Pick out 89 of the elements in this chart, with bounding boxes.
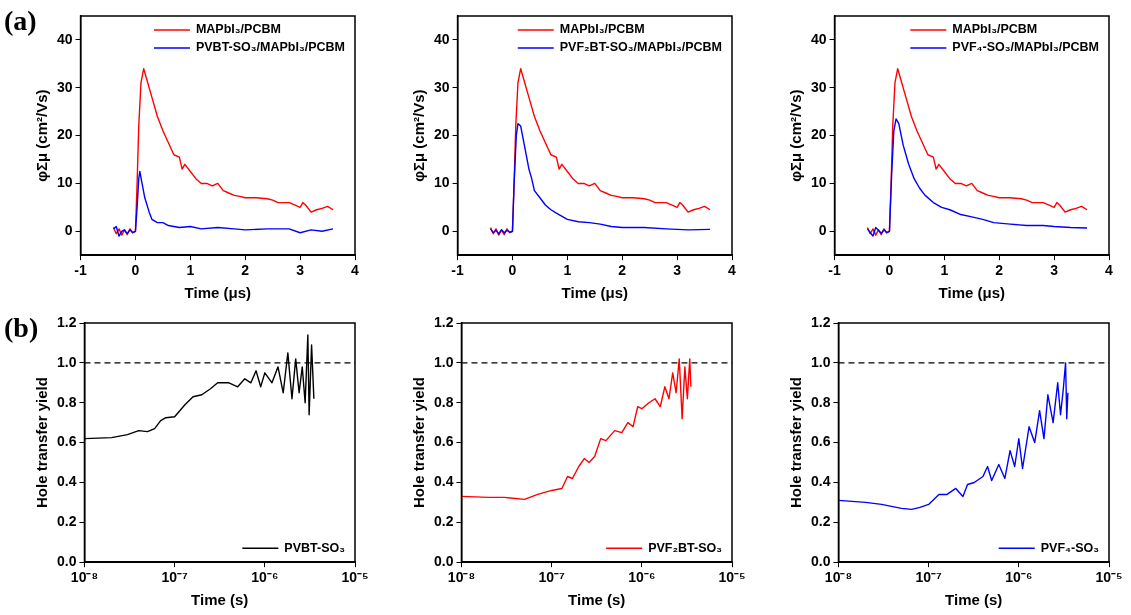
y-tick-label: 1.0 [56, 353, 77, 370]
y-tick-label: 40 [433, 30, 450, 47]
y-tick-label: 0.4 [433, 473, 454, 490]
y-tick-label: 0.6 [810, 433, 831, 450]
x-tick-label: 10⁻⁸ [70, 569, 99, 586]
x-tick-label: 10⁻⁸ [824, 569, 853, 586]
x-tick-label: 4 [1105, 262, 1114, 279]
y-axis-title: φΣμ (cm²/Vs) [410, 89, 428, 182]
y-tick-label: 20 [433, 126, 450, 143]
x-tick-label: 10⁻⁷ [538, 569, 566, 586]
x-tick-label: -1 [451, 262, 465, 279]
x-tick-label: 3 [1050, 262, 1059, 279]
y-tick-label: 0.2 [433, 513, 454, 530]
x-tick-label: 1 [563, 262, 572, 279]
y-tick-label: 0.8 [56, 393, 77, 410]
y-tick-label: 0.0 [810, 553, 831, 570]
legend-label: PVF₂BT-SO₃ [648, 540, 723, 555]
x-tick-label: 10⁻⁶ [628, 569, 656, 586]
y-axis-title: φΣμ (cm²/Vs) [33, 89, 51, 182]
y-tick-label: 0 [818, 222, 827, 239]
x-tick-label: -1 [74, 262, 88, 279]
y-tick-label: 1.0 [433, 353, 454, 370]
y-tick-label: 0.2 [810, 513, 831, 530]
x-axis-title: Time (s) [945, 591, 1003, 609]
x-tick-label: 10⁻⁶ [251, 569, 279, 586]
legend-label: PVBT-SO₃ [284, 540, 346, 555]
x-tick-label: 3 [673, 262, 682, 279]
x-tick-label: 10⁻⁷ [161, 569, 189, 586]
x-axis-title: Time (μs) [938, 284, 1005, 302]
y-tick-label: 10 [56, 174, 73, 191]
x-tick-label: 10⁻⁸ [447, 569, 476, 586]
text: (b) [4, 312, 39, 343]
y-tick-label: 30 [433, 78, 450, 95]
y-tick-label: 0.4 [810, 473, 831, 490]
y-axis-title: Hole transfer yield [33, 377, 51, 509]
x-tick-label: 10⁻⁵ [1095, 569, 1123, 586]
text: (a) [4, 5, 37, 36]
x-tick-label: 2 [241, 262, 250, 279]
x-axis-title: Time (s) [568, 591, 626, 609]
legend-label: PVF₄-SO₃ [1040, 540, 1100, 555]
legend-label: MAPbI₃/PCBM [559, 22, 645, 37]
x-axis-title: Time (μs) [184, 284, 251, 302]
y-tick-label: 30 [810, 78, 827, 95]
y-tick-label: 20 [56, 126, 73, 143]
y-tick-label: 10 [433, 174, 450, 191]
y-axis-title: Hole transfer yield [787, 377, 805, 509]
y-tick-label: 0.6 [433, 433, 454, 450]
y-tick-label: 30 [56, 78, 73, 95]
y-tick-label: 0.8 [433, 393, 454, 410]
x-tick-label: 2 [618, 262, 627, 279]
y-tick-label: 40 [56, 30, 73, 47]
y-tick-label: 0.0 [433, 553, 454, 570]
x-tick-label: -1 [828, 262, 842, 279]
x-tick-label: 0 [885, 262, 894, 279]
y-axis-title: φΣμ (cm²/Vs) [787, 89, 805, 182]
x-tick-label: 0 [508, 262, 517, 279]
y-tick-label: 0.4 [56, 473, 77, 490]
y-tick-label: 10 [810, 174, 827, 191]
x-tick-label: 4 [728, 262, 737, 279]
x-tick-label: 10⁻⁵ [718, 569, 746, 586]
y-tick-label: 1.2 [433, 313, 454, 330]
y-tick-label: 0.2 [56, 513, 77, 530]
y-tick-label: 1.0 [810, 353, 831, 370]
x-tick-label: 2 [995, 262, 1004, 279]
y-tick-label: 40 [810, 30, 827, 47]
x-tick-label: 3 [296, 262, 305, 279]
x-tick-label: 0 [131, 262, 140, 279]
x-tick-label: 10⁻⁷ [915, 569, 943, 586]
y-tick-label: 0 [64, 222, 73, 239]
legend-label: MAPbI₃/PCBM [195, 22, 281, 37]
legend-label: PVF₄-SO₃/MAPbI₃/PCBM [952, 40, 1099, 55]
y-tick-label: 0 [441, 222, 450, 239]
y-tick-label: 0.8 [810, 393, 831, 410]
y-tick-label: 0.6 [56, 433, 77, 450]
x-axis-title: Time (s) [191, 591, 249, 609]
y-tick-label: 0.0 [56, 553, 77, 570]
legend-label: MAPbI₃/PCBM [952, 22, 1038, 37]
x-axis-title: Time (μs) [561, 284, 628, 302]
legend-label: PVF₂BT-SO₃/MAPbI₃/PCBM [559, 40, 723, 55]
y-axis-title: Hole transfer yield [410, 377, 428, 509]
y-tick-label: 1.2 [56, 313, 77, 330]
x-tick-label: 4 [351, 262, 360, 279]
legend-label: PVBT-SO₃/MAPbI₃/PCBM [195, 40, 346, 55]
x-tick-label: 10⁻⁶ [1005, 569, 1033, 586]
x-tick-label: 10⁻⁵ [341, 569, 369, 586]
x-tick-label: 1 [940, 262, 949, 279]
x-tick-label: 1 [186, 262, 195, 279]
y-tick-label: 1.2 [810, 313, 831, 330]
y-tick-label: 20 [810, 126, 827, 143]
